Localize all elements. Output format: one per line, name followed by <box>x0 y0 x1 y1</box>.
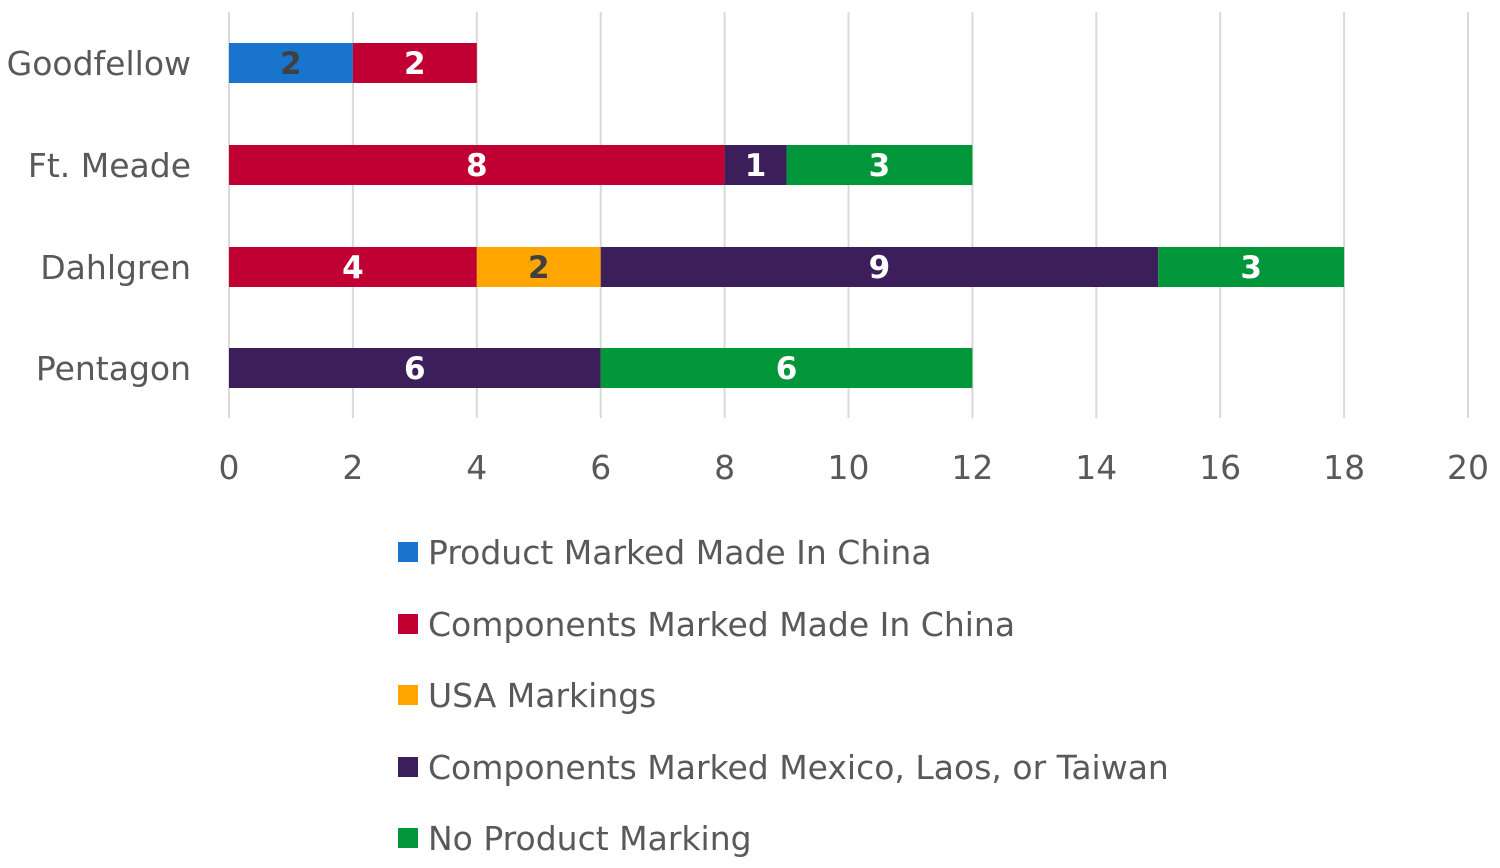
bar-segment <box>1158 247 1345 287</box>
x-tick-label: 8 <box>714 448 735 487</box>
bar-data-label: 6 <box>776 351 798 387</box>
category-labels: Goodfellow Ft. Meade Dahlgren Pentagon <box>7 44 191 388</box>
bar-segment <box>600 348 973 388</box>
bar-data-label: 2 <box>528 250 550 286</box>
bar-data-label: 1 <box>745 148 767 184</box>
bar-data-label: 8 <box>466 148 488 184</box>
bars: 2 2 8 1 3 4 2 9 3 6 6 <box>229 43 1345 388</box>
bar-segment <box>724 145 787 185</box>
bar-data-label: 6 <box>404 351 426 387</box>
bar-data-label: 9 <box>869 250 891 286</box>
x-tick-label: 2 <box>342 448 363 487</box>
x-tick-label: 4 <box>466 448 487 487</box>
legend-label: Components Marked Made In China <box>428 605 1015 644</box>
x-tick-label: 20 <box>1447 448 1489 487</box>
bar-segment <box>229 247 477 287</box>
bar-segment <box>600 247 1159 287</box>
bar-segment <box>476 247 601 287</box>
x-tick-label: 14 <box>1075 448 1117 487</box>
bar-data-label: 2 <box>280 46 302 82</box>
bar-data-label: 4 <box>342 250 364 286</box>
bar-data-label: 2 <box>404 46 426 82</box>
category-label: Goodfellow <box>7 44 191 83</box>
legend-label: Components Marked Mexico, Laos, or Taiwa… <box>428 748 1169 787</box>
category-label: Ft. Meade <box>28 146 191 185</box>
bar-segment <box>229 348 601 388</box>
bar-segment <box>786 145 973 185</box>
legend-label: Product Marked Made In China <box>428 533 932 572</box>
x-tick-label: 12 <box>951 448 993 487</box>
legend-swatch <box>398 685 418 705</box>
x-tick-label: 6 <box>590 448 611 487</box>
bar-segment <box>229 145 725 185</box>
bar-data-label: 3 <box>869 148 891 184</box>
category-label: Dahlgren <box>40 248 191 287</box>
legend-label: USA Markings <box>428 676 656 715</box>
bar-segment <box>229 43 353 83</box>
x-tick-label: 0 <box>219 448 240 487</box>
category-label: Pentagon <box>36 349 191 388</box>
bar-data-label: 3 <box>1240 250 1262 286</box>
x-axis-tick-labels: 0 2 4 6 8 10 12 14 16 18 20 <box>219 448 1490 487</box>
legend-swatch <box>398 542 418 562</box>
x-tick-label: 18 <box>1323 448 1365 487</box>
legend-label: No Product Marking <box>428 819 752 858</box>
legend-swatch <box>398 614 418 634</box>
legend: Product Marked Made In China Components M… <box>398 533 1169 858</box>
legend-swatch <box>398 828 418 848</box>
x-tick-label: 10 <box>828 448 870 487</box>
legend-swatch <box>398 757 418 777</box>
x-tick-label: 16 <box>1199 448 1241 487</box>
bar-segment <box>352 43 477 83</box>
